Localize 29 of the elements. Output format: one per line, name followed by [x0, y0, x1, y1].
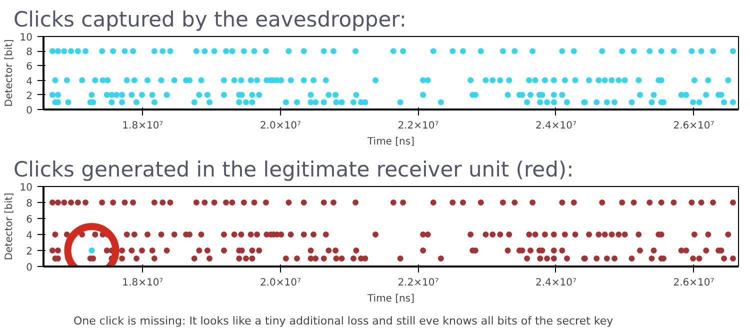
x-tick-label: 2.6×10⁷ — [673, 120, 714, 132]
chart-title: Clicks generated in the legitimate receiver unit (red): — [14, 158, 574, 182]
y-tick-label: 2 — [26, 90, 33, 102]
x-axis-title: Time [ns] — [366, 136, 415, 148]
text: One click is missing: It looks like a tiny additional loss and still eve knows all bits of the secret key — [74, 314, 614, 328]
y-axis-title: Detector [bit] — [4, 192, 15, 260]
x-tick-label: 1.8×10⁷ — [122, 278, 164, 288]
y-tick-label: 8 — [26, 198, 33, 210]
y-axis-title: Detector [bit] — [4, 39, 15, 107]
y-tick-label: 4 — [26, 230, 33, 242]
chart-title: Clicks captured by the eavesdropper: — [14, 8, 406, 32]
x-tick-label: 2.4×10⁷ — [535, 120, 576, 132]
y-tick-label: 2 — [26, 246, 33, 258]
y-tick-label: 0 — [26, 262, 33, 274]
x-tick-label: 2.4×10⁷ — [535, 278, 576, 288]
x-tick-label: 1.8×10⁷ — [122, 120, 164, 132]
x-tick-label: 2.2×10⁷ — [398, 278, 439, 288]
x-tick-label: 2.0×10⁷ — [260, 278, 301, 288]
y-tick-label: 6 — [26, 214, 33, 226]
y-tick-label: 4 — [26, 76, 33, 88]
y-tick-label: 10 — [20, 32, 33, 44]
x-tick-label: 2.6×10⁷ — [673, 278, 714, 288]
x-axis-title: Time [ns] — [366, 294, 415, 304]
y-tick-label: 8 — [26, 47, 33, 58]
x-tick-label: 2.2×10⁷ — [398, 120, 439, 132]
x-tick-label: 2.0×10⁷ — [260, 120, 301, 132]
y-tick-label: 10 — [20, 182, 33, 194]
y-tick-label: 0 — [26, 106, 33, 116]
y-tick-label: 6 — [26, 62, 33, 73]
